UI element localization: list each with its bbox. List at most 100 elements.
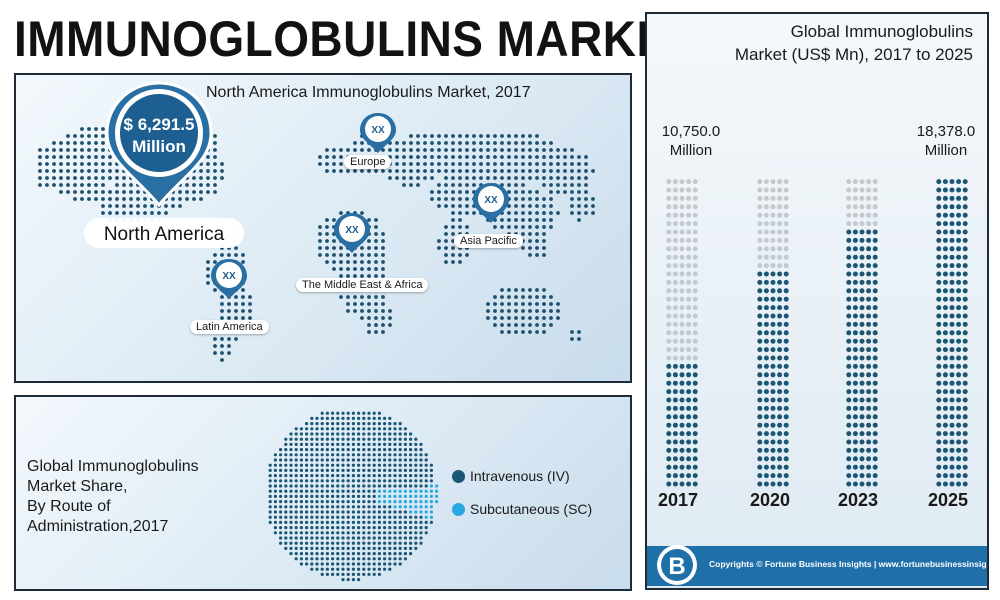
pie-dot-iv [305,479,309,483]
pie-dot-iv [305,562,309,566]
pie-dot-iv [362,552,366,556]
pie-dot-iv [325,494,329,498]
middle-east-africa-label: The Middle East & Africa [296,278,429,292]
pie-dot-sc [393,500,397,504]
pie-dot-iv [383,422,387,426]
pie-dot-iv [372,520,376,524]
pie-dot-iv [273,458,277,462]
pie-dot-iv [325,567,329,571]
pie-dot-iv [403,442,407,446]
year-label-2020: 2020 [749,490,791,510]
pie-dot-iv [341,474,345,478]
pie-dot-iv [331,453,335,457]
pie-dot-iv [351,468,355,472]
pie-dot-iv [362,536,366,540]
pie-dot-iv [367,432,371,436]
pie-dot-iv [377,567,381,571]
pie-dot-iv [398,427,402,431]
pie-dot-iv [351,510,355,514]
pie-dot-iv [346,562,350,566]
pie-dot-iv [284,437,288,441]
pie-dot-iv [325,427,329,431]
pie-dot-iv [341,484,345,488]
pie-dot-iv [310,479,314,483]
pie-dot-iv [325,474,329,478]
pie-dot-iv [320,442,324,446]
pie-dot-iv [310,474,314,478]
pie-dot-iv [409,484,413,488]
pie-dot-iv [315,427,319,431]
pie-dot-iv [320,567,324,571]
pie-dot-iv [284,479,288,483]
pie-dot-iv [320,479,324,483]
pie-dot-iv [398,474,402,478]
europe-label: Europe [344,155,392,169]
pie-dot-iv [357,520,361,524]
pie-dot-iv [331,510,335,514]
pie-dot-iv [424,484,428,488]
pie-dot-iv [320,536,324,540]
pie-dot-iv [372,546,376,550]
value-label-2025: 18,378.0 Million [916,123,976,159]
pie-dot-iv [383,427,387,431]
pie-dot-iv [357,546,361,550]
pie-dot-sc [429,494,433,498]
pie-dot-iv [383,458,387,462]
pie-dot-iv [299,557,303,561]
pie-dot-iv [419,474,423,478]
pie-dot-iv [367,494,371,498]
pie-dot-iv [388,474,392,478]
pie-dot-iv [357,432,361,436]
pie-dot-iv [388,557,392,561]
pie-dot-iv [299,458,303,462]
pie-dot-iv [284,468,288,472]
pie-dot-iv [294,510,298,514]
pie-dot-iv [377,442,381,446]
pie-dot-sc [424,510,428,514]
pie-dot-iv [325,453,329,457]
pie-dot-iv [372,463,376,467]
pie-dot-iv [289,458,293,462]
pie-dot-iv [388,448,392,452]
pie-dot-iv [351,546,355,550]
pie-dot-iv [377,531,381,535]
pie-dot-iv [367,422,371,426]
pie-dot-sc [429,484,433,488]
pie-dot-iv [367,546,371,550]
pie-dot-iv [289,531,293,535]
pie-dot-iv [331,484,335,488]
pie-dot-iv [362,520,366,524]
pie-dot-iv [289,474,293,478]
pie-dot-iv [273,526,277,530]
pie-dot-iv [357,427,361,431]
pie-dot-iv [299,526,303,530]
pie-dot-iv [346,411,350,415]
pie-dot-iv [372,572,376,576]
pie-dot-sc [403,489,407,493]
pie-dot-iv [362,489,366,493]
pie-dot-iv [336,505,340,509]
pie-dot-sc [414,489,418,493]
pie-dot-iv [294,448,298,452]
pie-dot-iv [383,479,387,483]
pie-dot-iv [341,427,345,431]
pie-dot-iv [325,557,329,561]
pie-dot-iv [383,463,387,467]
pie-dot-iv [305,546,309,550]
pie-dot-sc [388,494,392,498]
pie-dot-iv [362,411,366,415]
pie-dot-iv [294,557,298,561]
pie-dot-iv [351,416,355,420]
pie-dot-iv [284,526,288,530]
pie-dot-iv [377,437,381,441]
pie-dot-iv [325,500,329,504]
pie-dot-iv [336,557,340,561]
pie-dot-iv [357,453,361,457]
pie-dot-iv [299,453,303,457]
pie-dot-iv [377,505,381,509]
pie-dot-iv [310,505,314,509]
pie-dot-iv [315,526,319,530]
pie-dot-iv [377,526,381,530]
pie-dot-iv [388,531,392,535]
pie-dot-iv [346,546,350,550]
